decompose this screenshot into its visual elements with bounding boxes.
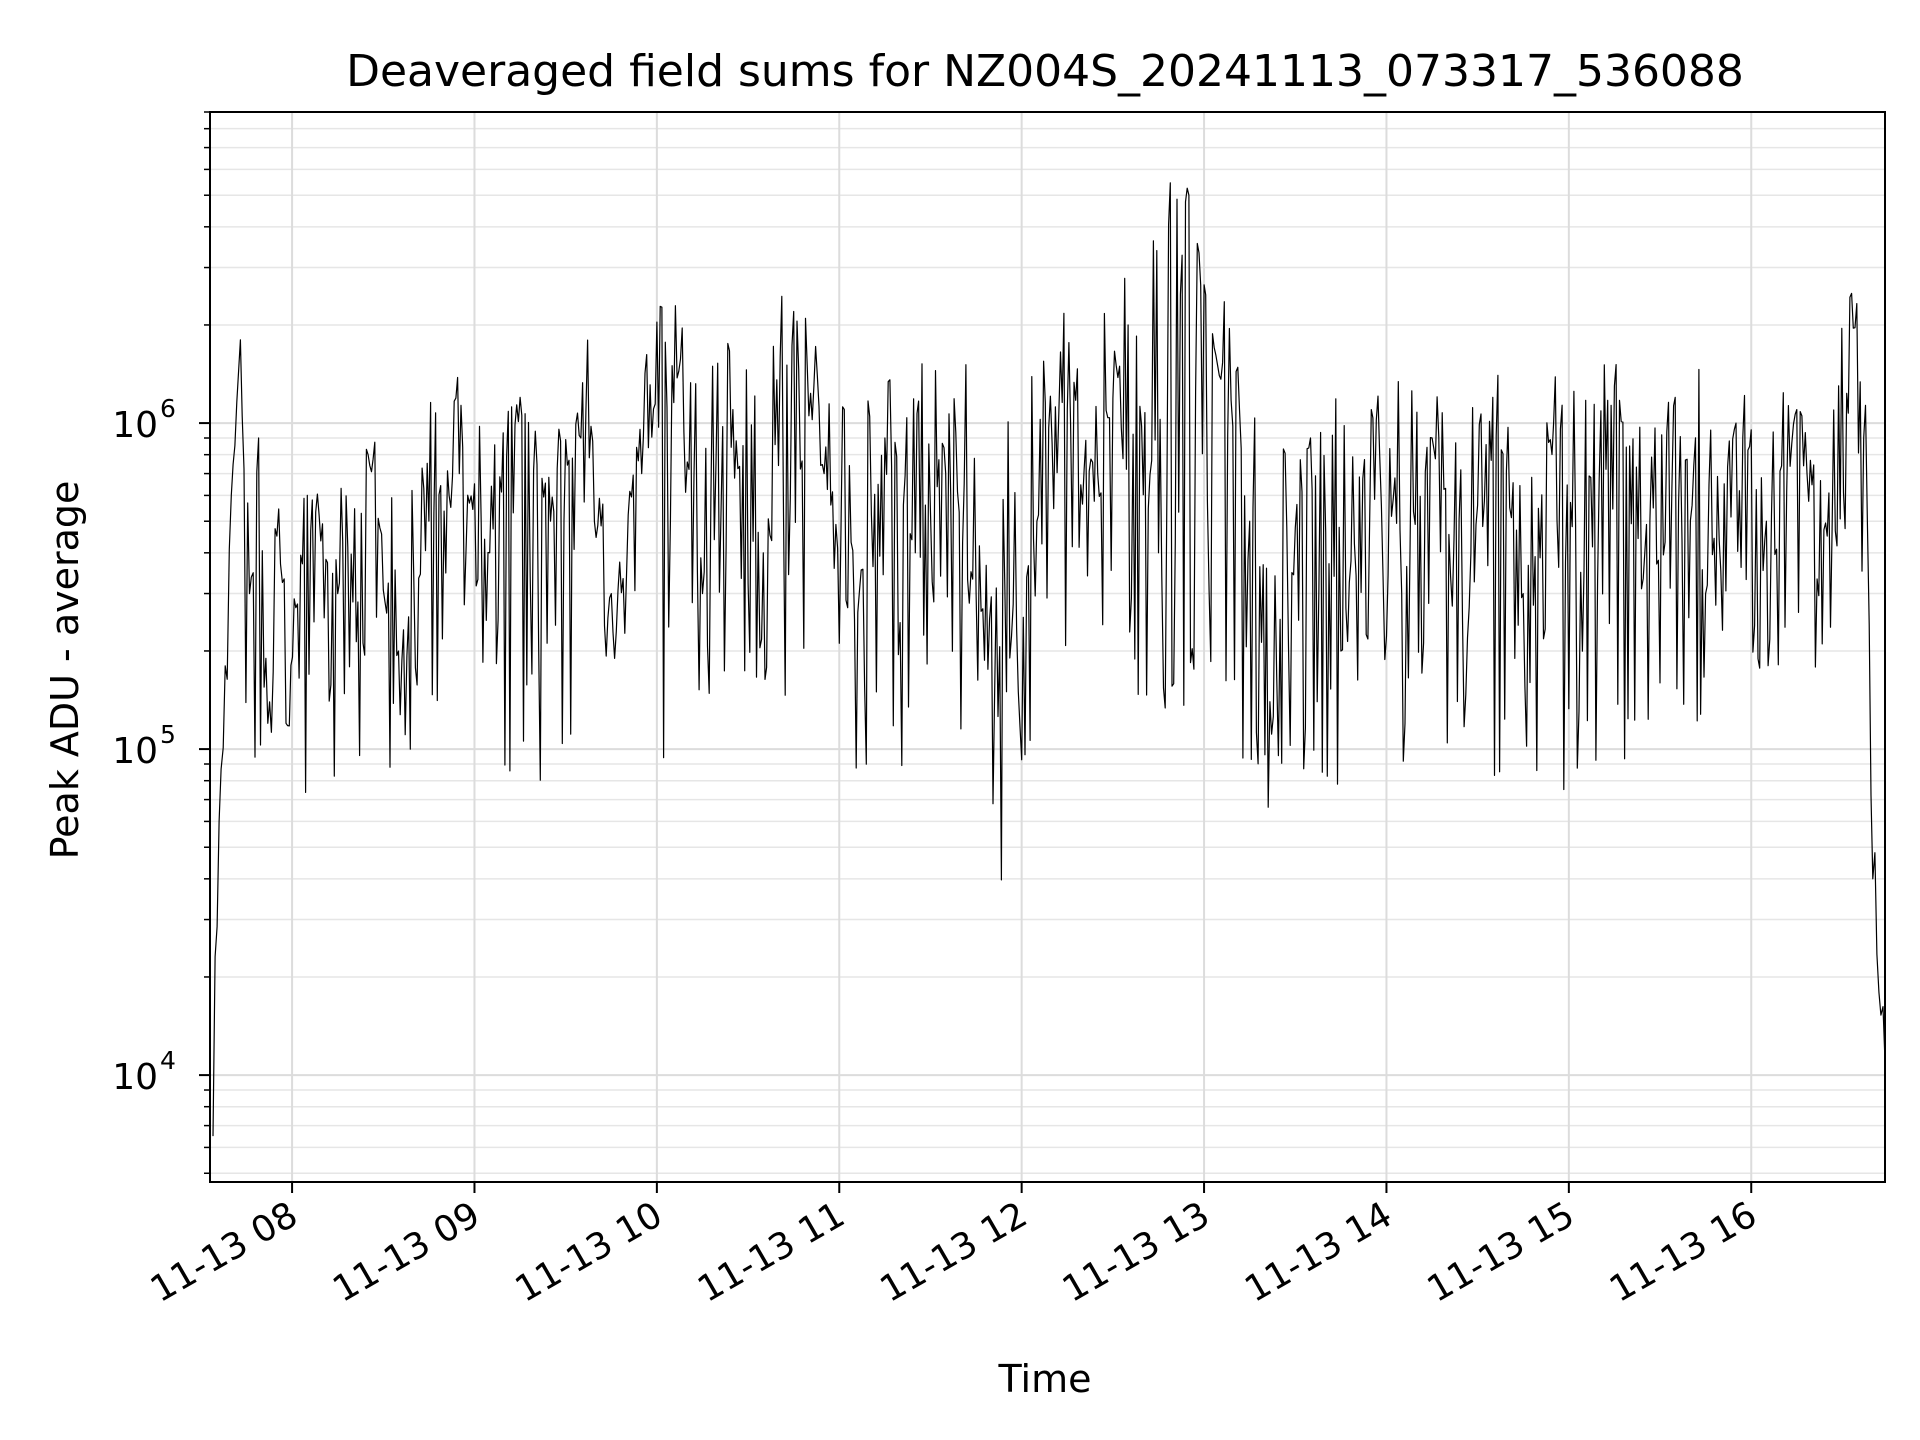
y-tick-exponent: 6 bbox=[160, 394, 176, 423]
series-layer bbox=[212, 182, 1886, 1137]
plot-area-frame bbox=[209, 111, 1886, 1183]
y-tick-exponent: 5 bbox=[160, 720, 176, 749]
y-tick-exponent: 4 bbox=[160, 1046, 176, 1075]
data-series-line bbox=[212, 182, 1886, 1137]
x-axis-label: Time bbox=[998, 1357, 1092, 1401]
y-tick-label: 10 bbox=[112, 405, 158, 446]
y-tick-label: 10 bbox=[112, 731, 158, 772]
chart-title: Deaveraged field sums for NZ004S_2024111… bbox=[346, 46, 1744, 97]
y-tick-label: 10 bbox=[112, 1057, 158, 1098]
y-axis-label: Peak ADU - average bbox=[43, 481, 87, 860]
